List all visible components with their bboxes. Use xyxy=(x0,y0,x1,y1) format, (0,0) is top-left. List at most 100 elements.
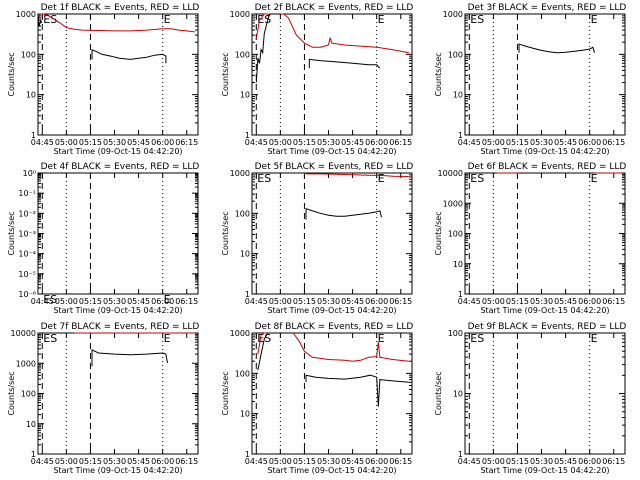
x-tick-label: 05:15 xyxy=(79,457,102,466)
lld-series-line xyxy=(37,13,195,33)
x-tick-label: 06:15 xyxy=(175,138,198,147)
event-label: ES xyxy=(470,13,484,26)
x-tick-label: 05:15 xyxy=(79,138,102,147)
panel-title: Det 4f BLACK = Events, RED = LLD xyxy=(41,162,200,172)
y-tick-label: 10⁰ xyxy=(23,169,36,178)
detector-panel-9: Det 9f BLACK = Events, RED = LLD 1 10 100 Co… xyxy=(434,322,626,475)
detector-panel-6: Det 6f BLACK = Events, RED = LLD 1 10 100 10… xyxy=(434,162,626,315)
y-tick-label: 10⁻⁵ xyxy=(18,270,36,279)
x-tick-label: 04:45 xyxy=(31,138,54,147)
x-tick-label: 05:45 xyxy=(127,457,150,466)
plot-frame xyxy=(37,332,199,455)
y-tick-label: 1000 xyxy=(16,10,36,19)
events-series-line xyxy=(91,349,168,367)
x-axis-label: Start Time (09-Oct-15 04:42:20) xyxy=(53,147,182,156)
x-tick-label: 05:15 xyxy=(506,297,529,306)
x-tick-label: 06:15 xyxy=(389,457,412,466)
y-tick-label: 1 xyxy=(245,290,250,299)
x-tick-label: 05:30 xyxy=(530,138,553,147)
detector-panel-7: Det 7f BLACK = Events, RED = LLD 1 10 100 10… xyxy=(7,322,199,475)
panel-title: Det 8f BLACK = Events, RED = LLD xyxy=(255,322,414,332)
events-series-line xyxy=(308,58,381,69)
x-tick-label: 04:45 xyxy=(31,457,54,466)
x-tick-label: 06:15 xyxy=(602,457,625,466)
x-tick-label: 05:15 xyxy=(506,138,529,147)
y-tick-label: 100 xyxy=(21,50,36,59)
y-tick-label: 100 xyxy=(448,329,463,338)
x-tick-label: 05:30 xyxy=(530,297,553,306)
x-tick-label: 05:30 xyxy=(103,457,126,466)
y-tick-label: 100 xyxy=(448,230,463,239)
y-tick-label: 100 xyxy=(235,209,250,218)
y-tick-label: 100 xyxy=(235,50,250,59)
y-tick-label: 10⁻² xyxy=(18,209,36,218)
detector-panel-5: Det 5f BLACK = Events, RED = LLD 1 10 100 10… xyxy=(221,162,413,315)
x-tick-label: 05:00 xyxy=(482,457,505,466)
y-tick-label: 10 xyxy=(240,91,250,100)
y-tick-label: 1000 xyxy=(230,329,250,338)
y-tick-label: 1000 xyxy=(16,359,36,368)
plot-frame xyxy=(464,332,626,455)
panel-title: Det 5f BLACK = Events, RED = LLD xyxy=(255,162,414,172)
x-axis-label: Start Time (09-Oct-15 04:42:20) xyxy=(53,466,182,475)
x-tick-label: 06:00 xyxy=(365,138,388,147)
event-label: E xyxy=(378,332,385,345)
event-label: E xyxy=(164,293,171,306)
event-label: ES xyxy=(470,332,484,345)
plot-frame xyxy=(251,172,413,295)
plot-frame xyxy=(251,332,413,455)
y-tick-label: 10000 xyxy=(11,329,36,338)
y-tick-label: 1000 xyxy=(443,10,463,19)
y-tick-label: 1 xyxy=(245,131,250,140)
x-axis-label: Start Time (09-Oct-15 04:42:20) xyxy=(53,306,182,315)
events-series-line xyxy=(305,208,382,220)
x-axis-label: Start Time (09-Oct-15 04:42:20) xyxy=(480,306,609,315)
plot-frame xyxy=(464,172,626,295)
event-label: E xyxy=(164,332,171,345)
y-axis-label: Counts/sec xyxy=(221,52,230,96)
y-tick-label: 1 xyxy=(458,131,463,140)
x-tick-label: 05:30 xyxy=(317,138,340,147)
x-tick-label: 06:00 xyxy=(365,297,388,306)
y-tick-label: 100 xyxy=(21,390,36,399)
x-axis-label: Start Time (09-Oct-15 04:42:20) xyxy=(267,466,396,475)
x-tick-label: 06:00 xyxy=(151,297,174,306)
event-label: E xyxy=(591,13,598,26)
x-tick-label: 06:00 xyxy=(578,138,601,147)
x-tick-label: 05:00 xyxy=(269,297,292,306)
y-tick-label: 1 xyxy=(31,131,36,140)
x-tick-label: 06:15 xyxy=(389,138,412,147)
events-series-line xyxy=(257,332,294,371)
y-tick-label: 10 xyxy=(26,420,36,429)
event-label: E xyxy=(378,172,385,185)
x-tick-label: 05:45 xyxy=(127,138,150,147)
y-tick-label: 10 xyxy=(240,250,250,259)
x-tick-label: 05:30 xyxy=(317,297,340,306)
events-series-line xyxy=(37,15,43,27)
x-tick-label: 06:00 xyxy=(578,297,601,306)
x-tick-label: 06:15 xyxy=(175,457,198,466)
x-tick-label: 05:30 xyxy=(530,457,553,466)
panel-title: Det 3f BLACK = Events, RED = LLD xyxy=(468,3,627,13)
x-tick-label: 05:30 xyxy=(103,297,126,306)
x-tick-label: 05:45 xyxy=(341,457,364,466)
plot-frame xyxy=(251,13,413,136)
x-tick-label: 05:15 xyxy=(293,457,316,466)
events-series-line xyxy=(305,374,409,407)
y-tick-label: 10⁻³ xyxy=(18,230,36,239)
x-tick-label: 05:00 xyxy=(269,457,292,466)
x-tick-label: 05:45 xyxy=(554,138,577,147)
y-tick-label: 1000 xyxy=(443,199,463,208)
y-tick-label: 1 xyxy=(245,450,250,459)
y-tick-label: 10 xyxy=(453,91,463,100)
y-tick-label: 1 xyxy=(458,450,463,459)
y-axis-label: Counts/sec xyxy=(434,211,443,255)
x-tick-label: 04:45 xyxy=(31,297,54,306)
x-axis-label: Start Time (09-Oct-15 04:42:20) xyxy=(480,466,609,475)
x-tick-label: 06:15 xyxy=(175,297,198,306)
x-tick-label: 05:00 xyxy=(55,457,78,466)
y-axis-label: Counts/sec xyxy=(7,371,16,415)
x-tick-label: 06:00 xyxy=(578,457,601,466)
panel-title: Det 9f BLACK = Events, RED = LLD xyxy=(468,322,627,332)
y-tick-label: 1000 xyxy=(230,10,250,19)
